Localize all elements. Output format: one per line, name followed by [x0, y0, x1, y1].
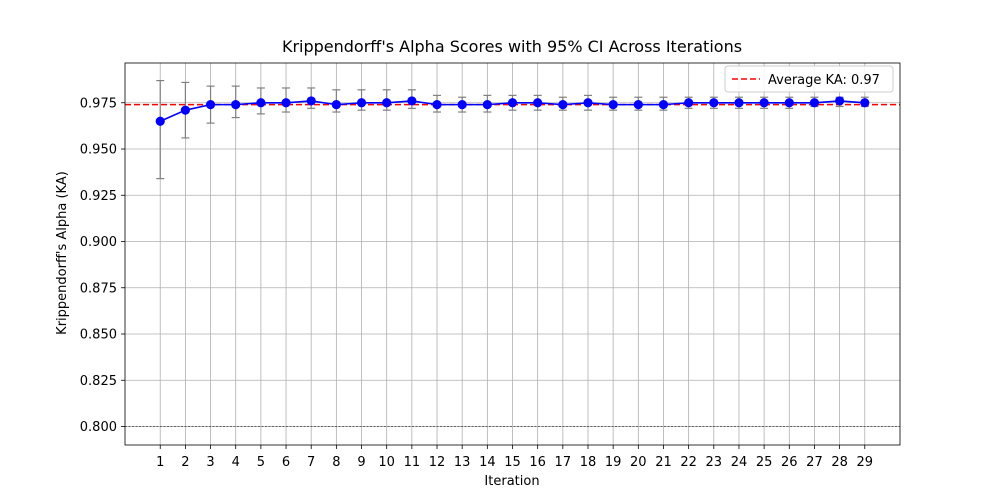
x-tick-label: 7	[307, 455, 315, 470]
x-tick-label: 20	[630, 455, 647, 470]
chart-title: Krippendorff's Alpha Scores with 95% CI …	[282, 37, 742, 56]
y-tick-label: 0.975	[80, 96, 117, 111]
y-axis-ticks: 0.800 0.825 0.850 0.875 0.900 0.925 0.950 0.975	[80, 96, 125, 435]
data-point	[407, 96, 417, 106]
x-tick-label: 23	[706, 455, 723, 470]
data-point	[356, 98, 367, 108]
data-point	[583, 98, 593, 108]
x-tick-label: 9	[357, 455, 365, 470]
data-point	[231, 100, 241, 110]
x-axis-ticks: 1 2 3 4 5 6 7 8 9 10 11 12 13 14 15 16 17 18 19 20 21 22 23 24 2…	[156, 445, 873, 470]
x-tick-label: 12	[429, 455, 446, 470]
data-point	[608, 100, 618, 110]
data-point	[709, 98, 719, 108]
y-tick-label: 0.950	[80, 143, 117, 158]
x-tick-label: 10	[378, 455, 395, 470]
data-point	[457, 100, 467, 110]
x-tick-label: 28	[831, 455, 848, 470]
legend-box	[724, 65, 894, 93]
x-tick-label: 8	[332, 455, 340, 470]
x-tick-label: 17	[555, 455, 572, 470]
x-tick-label: 14	[479, 455, 496, 470]
y-tick-label: 0.825	[80, 374, 117, 389]
legend-entry-average: Average KA: 0.97	[768, 73, 880, 88]
x-tick-label: 6	[282, 455, 290, 470]
x-tick-label: 24	[731, 455, 748, 470]
data-point	[684, 98, 694, 108]
y-tick-label: 0.900	[80, 235, 117, 250]
x-tick-label: 13	[454, 455, 471, 470]
y-tick-label: 0.850	[80, 328, 117, 343]
data-point	[256, 98, 266, 108]
legend: Average KA: 0.97	[724, 65, 894, 93]
y-axis-label: Krippendorff's Alpha (KA)	[55, 171, 70, 335]
data-point	[205, 100, 216, 110]
x-tick-label: 26	[781, 455, 798, 470]
x-tick-label: 4	[232, 455, 240, 470]
x-tick-label: 25	[756, 455, 773, 470]
x-tick-label: 2	[181, 455, 189, 470]
data-points	[155, 96, 870, 126]
data-point	[432, 100, 442, 110]
y-tick-label: 0.925	[80, 189, 117, 204]
y-tick-label: 0.875	[80, 281, 117, 296]
x-tick-label: 22	[680, 455, 697, 470]
y-tick-label: 0.800	[80, 420, 117, 435]
x-tick-label: 1	[156, 455, 164, 470]
x-tick-label: 27	[806, 455, 823, 470]
grid-lines	[125, 63, 900, 445]
data-point	[759, 98, 769, 108]
data-point	[507, 98, 518, 108]
data-point	[281, 98, 291, 108]
data-point	[155, 116, 165, 126]
data-point	[835, 96, 845, 106]
x-tick-label: 11	[404, 455, 421, 470]
data-point	[180, 105, 190, 115]
x-tick-label: 21	[655, 455, 672, 470]
data-point	[533, 98, 543, 108]
data-point	[784, 98, 794, 108]
data-point	[331, 100, 341, 110]
x-axis-label: Iteration	[484, 474, 539, 489]
data-point	[809, 98, 820, 108]
data-point	[482, 100, 492, 110]
x-tick-label: 16	[529, 455, 546, 470]
data-point	[734, 98, 744, 108]
data-point	[633, 100, 643, 110]
data-point	[306, 96, 316, 106]
x-tick-label: 5	[257, 455, 265, 470]
data-point	[382, 98, 392, 108]
x-tick-label: 29	[856, 455, 873, 470]
x-tick-label: 19	[605, 455, 622, 470]
data-point	[558, 100, 568, 110]
x-tick-label: 18	[580, 455, 597, 470]
x-tick-label: 3	[206, 455, 214, 470]
data-point	[860, 98, 870, 108]
x-tick-label: 15	[504, 455, 521, 470]
data-point	[658, 100, 669, 110]
